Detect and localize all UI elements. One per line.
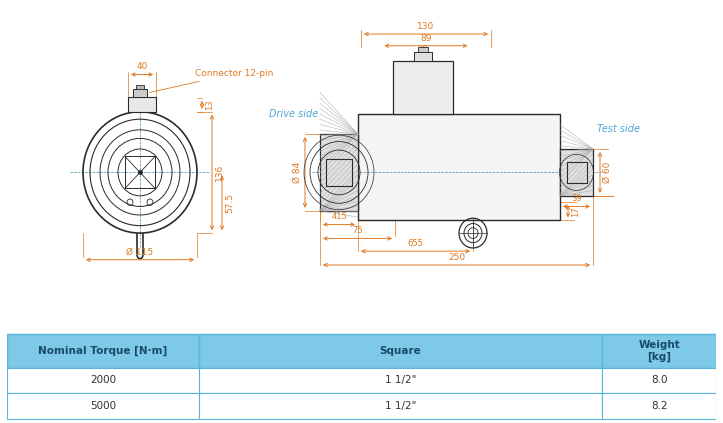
Bar	[199, 393, 602, 419]
Text: Drive side: Drive side	[269, 109, 318, 119]
Bar	[320, 134, 358, 211]
Text: 89: 89	[420, 33, 432, 43]
Text: Ø 84: Ø 84	[293, 162, 302, 183]
Bar	[358, 114, 560, 220]
Text: Connector 12-pin: Connector 12-pin	[150, 69, 273, 93]
Text: 1 1/2": 1 1/2"	[385, 376, 416, 385]
Text: 17: 17	[571, 206, 580, 217]
Bar	[560, 149, 593, 196]
Bar	[136, 85, 144, 89]
Text: 40: 40	[137, 62, 147, 71]
Text: Nominal Torque [N·m]: Nominal Torque [N·m]	[38, 346, 168, 356]
Text: 130: 130	[417, 22, 435, 31]
Text: 8.0: 8.0	[651, 376, 667, 385]
Bar	[393, 60, 453, 114]
Bar	[602, 368, 716, 393]
Text: 8.2: 8.2	[651, 401, 667, 411]
Bar	[7, 393, 199, 419]
Text: 13: 13	[205, 99, 214, 110]
Text: 57.5: 57.5	[225, 193, 234, 213]
Text: 136: 136	[215, 164, 224, 181]
Text: 2000: 2000	[90, 376, 116, 385]
Bar	[414, 52, 432, 60]
Bar	[602, 334, 716, 368]
Bar	[7, 334, 199, 368]
Bar	[418, 47, 428, 52]
Text: 415: 415	[331, 212, 347, 221]
Bar	[199, 368, 602, 393]
Text: 1 1/2": 1 1/2"	[385, 401, 416, 411]
Bar	[133, 89, 147, 97]
Text: Ø 115: Ø 115	[127, 247, 153, 256]
Text: 5000: 5000	[90, 401, 116, 411]
Text: 39: 39	[571, 194, 582, 203]
Text: 250: 250	[448, 253, 465, 262]
Bar	[128, 97, 156, 112]
Bar	[199, 334, 602, 368]
Text: Ø 60: Ø 60	[603, 162, 612, 183]
Bar	[7, 368, 199, 393]
Text: Square: Square	[380, 346, 422, 356]
Text: 75: 75	[352, 226, 363, 235]
Text: Weight
[kg]: Weight [kg]	[638, 340, 680, 362]
Text: 655: 655	[408, 239, 424, 248]
Bar	[602, 393, 716, 419]
Text: Test side: Test side	[597, 124, 640, 134]
Text: 20: 20	[418, 45, 428, 54]
